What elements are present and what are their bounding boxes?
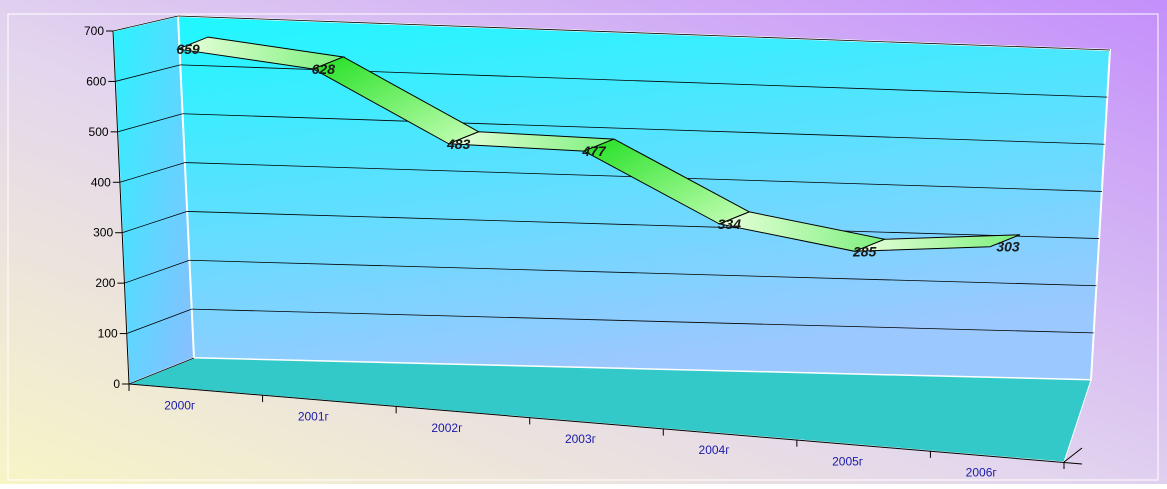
side-gridline: [119, 162, 185, 183]
x-axis-line: [128, 383, 1083, 465]
series-ribbon: [176, 36, 1021, 252]
gridline: [187, 211, 1100, 239]
side-gridline: [126, 308, 192, 334]
x-tick-label: 2000г: [164, 399, 196, 413]
x-tick-label: 2001г: [298, 410, 330, 424]
gridline: [191, 308, 1094, 334]
data-label: 477: [581, 143, 607, 159]
x-tick-label: 2004г: [699, 443, 731, 457]
data-label: 334: [718, 216, 742, 232]
y-tick-label: 700: [84, 24, 104, 38]
x-tick-label: 2006г: [966, 465, 998, 479]
side-gridline: [124, 259, 190, 284]
y-tick-label: 100: [98, 327, 118, 341]
y-axis: 0 100 200 300 400 500 600 700: [84, 24, 130, 391]
side-gridline: [122, 211, 188, 234]
y-tick-label: 300: [93, 226, 113, 240]
side-gridline: [115, 64, 181, 82]
ribbon-segment: [854, 234, 1021, 252]
y-tick-label: 600: [86, 74, 106, 88]
data-label: 659: [176, 41, 200, 57]
gridline: [177, 15, 1111, 51]
side-gridline: [112, 15, 179, 32]
side-gridline: [117, 113, 183, 133]
data-label: 303: [996, 239, 1020, 255]
x-axis: 2000г 2001г 2002г 2003г 2004г 2005г 2006г: [128, 383, 1083, 479]
y-tick-label: 0: [113, 377, 120, 391]
side-gridline: [128, 357, 195, 385]
x-tick-label: 2005г: [832, 454, 864, 468]
gridline: [189, 259, 1097, 287]
y-tick-label: 400: [91, 175, 111, 189]
plot-border: [7, 13, 1159, 481]
data-labels: 659 628 483 477 334 285 303: [176, 41, 1020, 259]
x-tick-label: 2003г: [565, 432, 597, 446]
data-label: 285: [852, 243, 877, 259]
data-label: 628: [312, 61, 336, 77]
y-axis-line: [112, 30, 130, 385]
data-label: 483: [446, 136, 471, 152]
y-tick-label: 200: [95, 276, 115, 290]
y-tick-label: 500: [89, 125, 109, 139]
x-tick-label: 2002г: [431, 421, 463, 435]
gridline: [182, 113, 1105, 145]
x-axis-end-tick: [1063, 447, 1083, 463]
